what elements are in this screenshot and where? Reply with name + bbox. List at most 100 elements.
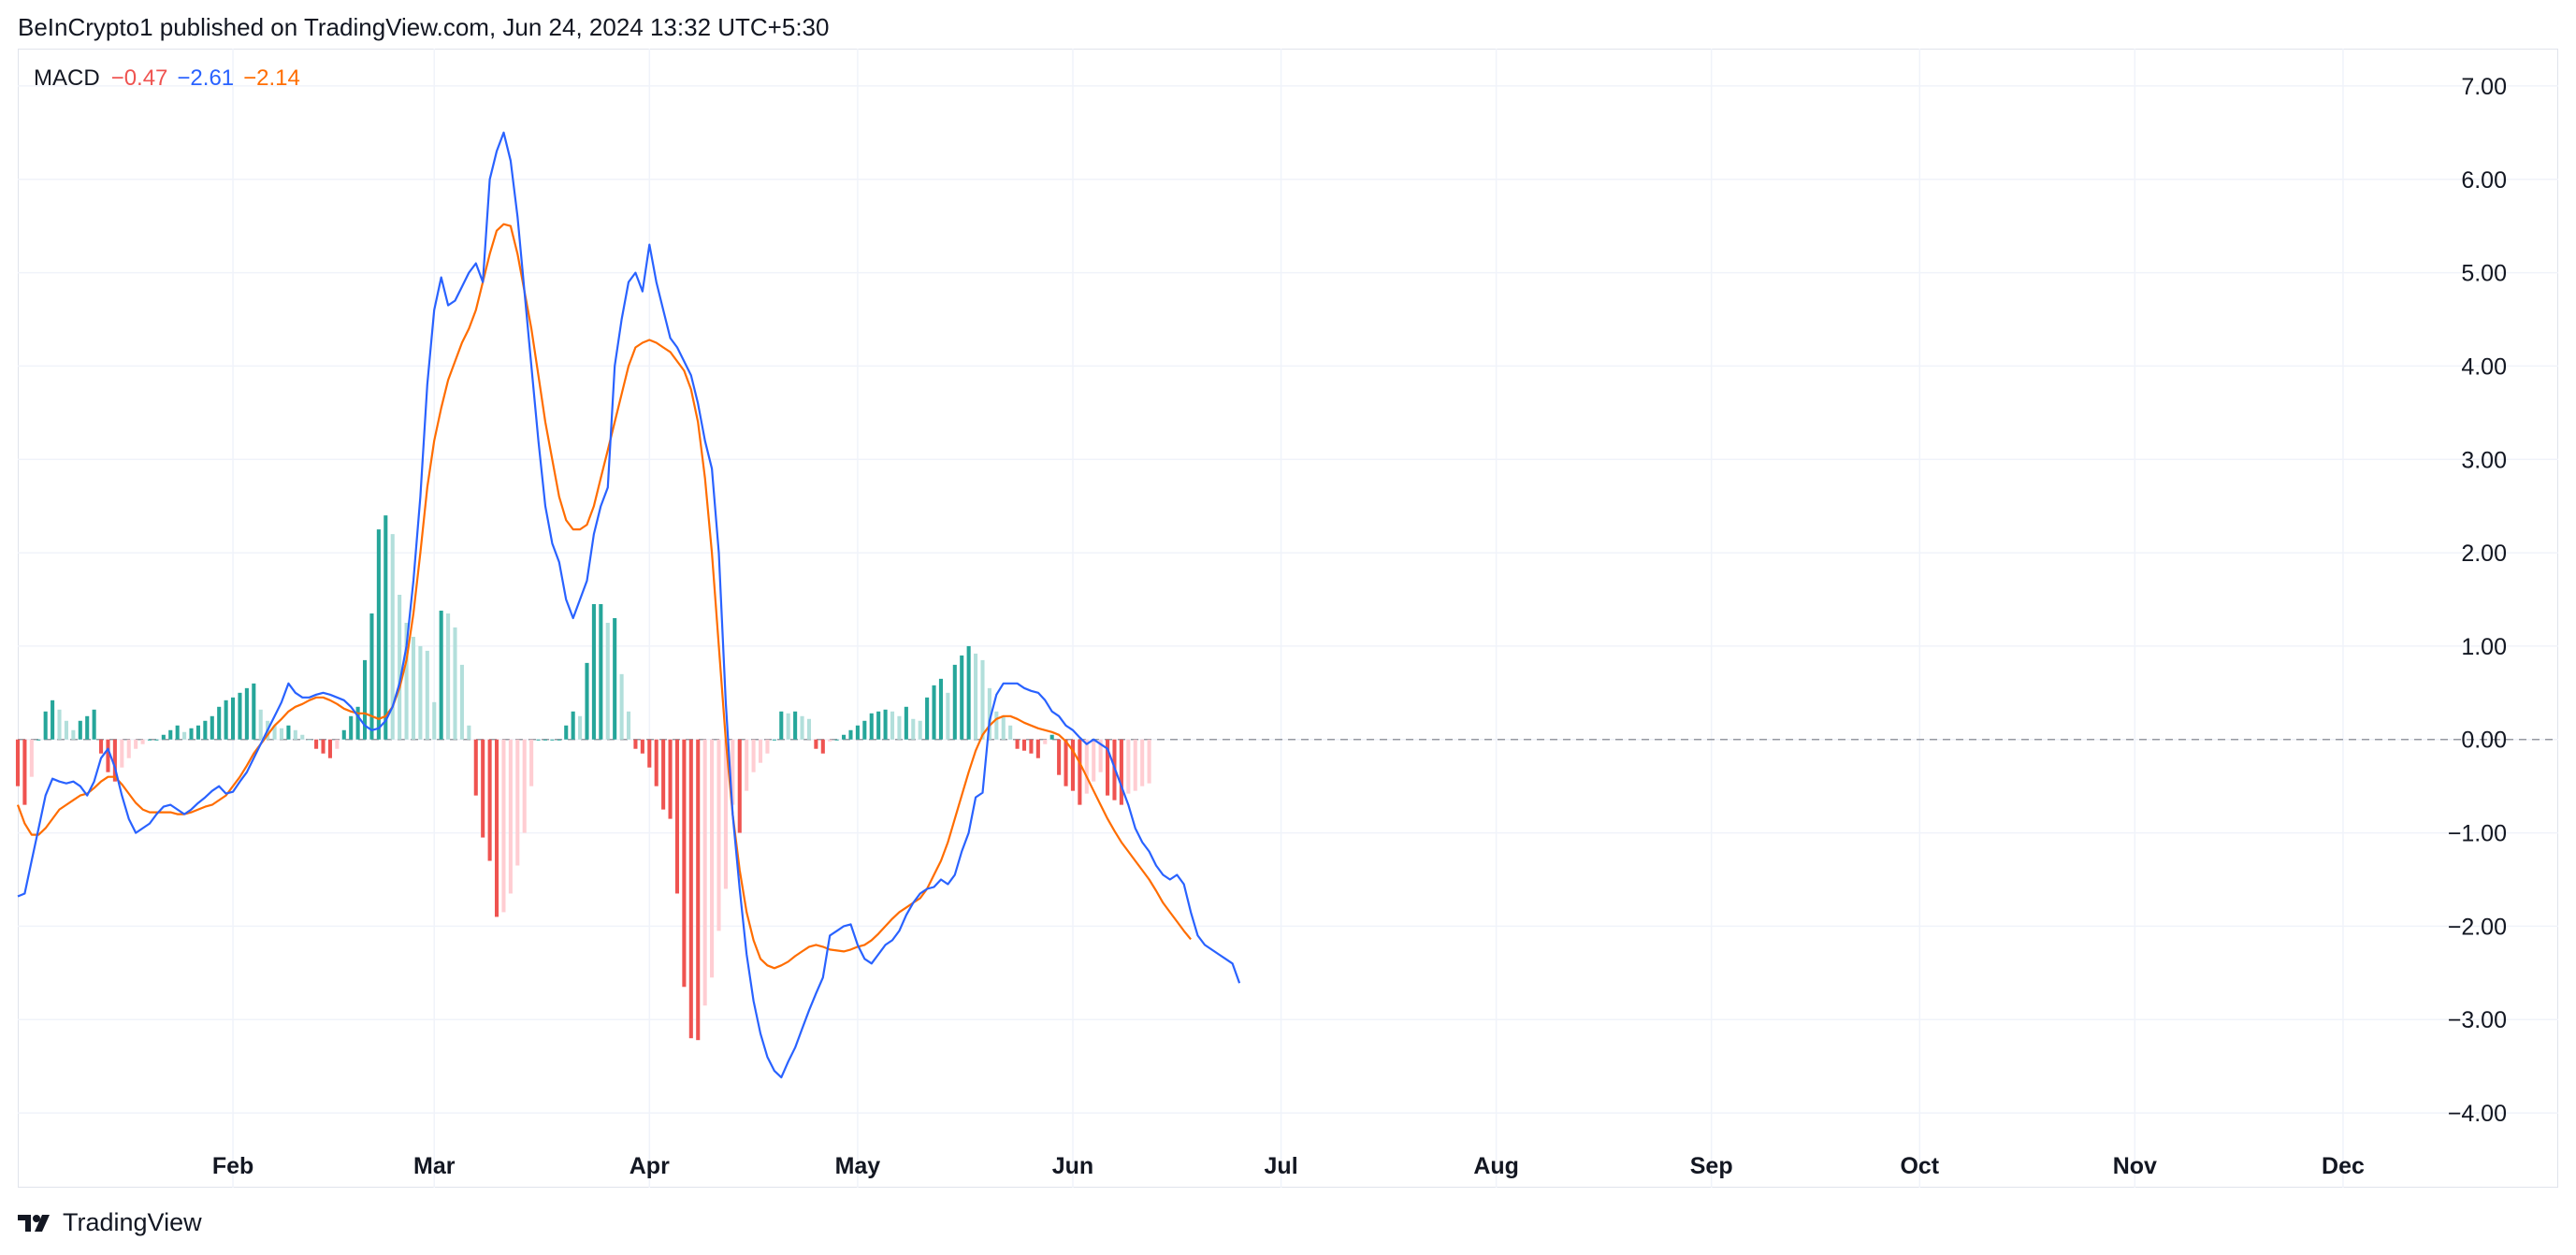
histogram-bar	[710, 739, 715, 978]
histogram-bar	[182, 731, 187, 740]
histogram-bar	[238, 692, 242, 740]
histogram-bar	[120, 739, 124, 768]
histogram-bar	[716, 739, 721, 931]
histogram-bar	[564, 725, 569, 740]
x-tick-label: Sep	[1690, 1153, 1733, 1179]
histogram-bar	[252, 683, 256, 740]
x-axis[interactable]: Feb Mar Apr May Jun Jul Aug Sep Oct Nov Dec	[212, 1153, 2365, 1179]
histogram-bar	[224, 700, 228, 740]
histogram-bar	[203, 720, 208, 740]
histogram-bar	[244, 687, 249, 740]
histogram-bar	[487, 739, 492, 861]
x-tick-label: Mar	[413, 1153, 456, 1179]
histogram-bar	[966, 645, 971, 740]
histogram-bar	[1070, 739, 1075, 791]
histogram-bar	[1098, 739, 1103, 772]
histogram-bar	[140, 739, 145, 744]
y-tick-label: 3.00	[2461, 447, 2507, 473]
indicator-lines	[16, 131, 1241, 1079]
histogram-bar	[814, 739, 818, 749]
histogram-bar	[390, 534, 395, 740]
histogram-bar	[765, 739, 770, 754]
histogram-bar	[1140, 739, 1145, 786]
histogram-bar	[515, 739, 520, 866]
histogram-bar	[571, 711, 575, 740]
histogram-bar	[960, 655, 964, 740]
y-axis[interactable]: 7.00 6.00 5.00 4.00 3.00 2.00 1.00 0.00 −1.00 −2.…	[2448, 74, 2507, 1127]
histogram-bar	[362, 659, 368, 740]
signal-line	[16, 223, 1192, 970]
histogram-bar	[404, 622, 409, 740]
histogram-bar	[1021, 739, 1027, 751]
histogram-bar	[925, 697, 930, 740]
x-tick-label: Nov	[2113, 1153, 2157, 1179]
histogram-bar	[848, 729, 853, 740]
histogram-bar	[418, 645, 423, 740]
histogram-bar	[189, 728, 194, 740]
histogram-bar	[626, 711, 631, 740]
indicator-legend[interactable]: MACD −0.47 −2.61 −2.14	[34, 65, 311, 92]
histogram-bar	[1035, 739, 1040, 758]
histogram-bar	[911, 718, 916, 740]
histogram-bar	[1078, 739, 1082, 805]
histogram-bar	[1064, 739, 1068, 786]
histogram-bar	[459, 664, 464, 740]
histogram-bar	[786, 713, 790, 740]
histogram-bar	[481, 739, 485, 838]
histogram-bar	[974, 653, 978, 740]
histogram-bar	[15, 739, 21, 786]
histogram-bar	[696, 739, 701, 1041]
chart-pane[interactable]	[18, 49, 2558, 1188]
histogram-bar	[1092, 739, 1096, 782]
x-tick-label: May	[835, 1153, 881, 1179]
histogram-bar	[384, 515, 388, 740]
y-tick-label: 1.00	[2461, 634, 2507, 660]
histogram-bar	[293, 729, 297, 740]
histogram-bar	[112, 739, 117, 782]
histogram-bar	[834, 739, 839, 741]
histogram-bar	[918, 720, 922, 740]
histogram-bar	[341, 729, 346, 740]
histogram-bar	[731, 739, 735, 805]
histogram-bar	[453, 627, 457, 740]
footer-brand[interactable]: TradingView	[18, 1208, 202, 1237]
histogram-bar	[99, 739, 104, 754]
histogram-bar	[543, 739, 548, 741]
x-tick-label: Aug	[1473, 1153, 1519, 1179]
legend-indicator-name: MACD	[34, 65, 100, 91]
histogram-bar	[674, 739, 680, 894]
histogram-bar	[154, 739, 159, 741]
histogram-bar	[793, 711, 798, 740]
histogram-bar	[751, 739, 756, 772]
histogram-bar	[980, 659, 985, 740]
histogram-bar	[613, 617, 617, 740]
histogram-bar	[599, 603, 603, 740]
histogram-bar	[876, 711, 881, 740]
histogram-bar	[195, 725, 200, 740]
histogram-bar	[779, 711, 784, 740]
x-tick-label: Dec	[2322, 1153, 2365, 1179]
histogram-bar	[494, 739, 499, 917]
histogram-bar	[737, 739, 742, 833]
histogram-bar	[300, 734, 305, 740]
histogram-bar	[51, 700, 55, 740]
x-tick-label: Apr	[630, 1153, 670, 1179]
histogram-bar	[682, 739, 687, 988]
histogram-bar	[820, 739, 825, 754]
x-tick-label: Jun	[1052, 1153, 1093, 1179]
histogram-bar	[286, 725, 291, 740]
histogram-bar	[1015, 739, 1020, 749]
histogram-bar	[349, 715, 354, 740]
histogram-bar	[591, 603, 596, 740]
histogram-bar	[398, 595, 402, 740]
histogram-bar	[688, 739, 693, 1039]
histogram-bar	[1106, 739, 1110, 796]
histogram-bar	[272, 725, 277, 740]
x-tick-label: Feb	[212, 1153, 253, 1179]
histogram-bar	[85, 715, 90, 740]
histogram-bar	[307, 739, 311, 741]
histogram-bar	[557, 739, 561, 741]
y-tick-label: 5.00	[2461, 261, 2507, 287]
y-tick-label: −4.00	[2448, 1101, 2507, 1127]
